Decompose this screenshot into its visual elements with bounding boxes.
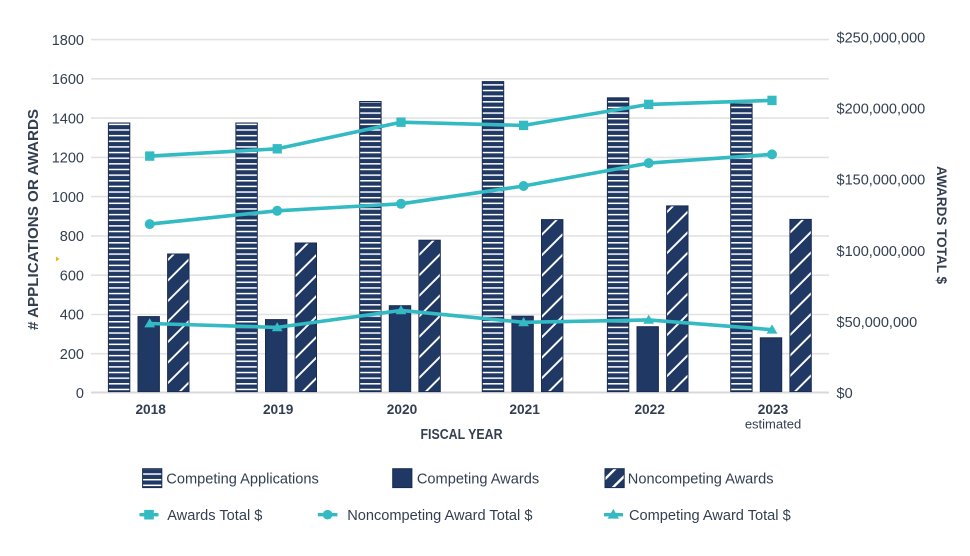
svg-text:2020: 2020 xyxy=(387,401,418,417)
svg-text:1400: 1400 xyxy=(52,111,84,127)
svg-text:2018: 2018 xyxy=(135,401,166,417)
svg-text:1600: 1600 xyxy=(52,72,84,88)
svg-text:$150,000,000: $150,000,000 xyxy=(837,173,926,189)
svg-text:Competing Awards: Competing Awards xyxy=(417,471,539,487)
svg-text:200: 200 xyxy=(60,347,84,363)
svg-text:estimated: estimated xyxy=(745,417,801,432)
svg-text:Noncompeting Awards: Noncompeting Awards xyxy=(628,471,774,487)
svg-text:FISCAL YEAR: FISCAL YEAR xyxy=(421,427,503,443)
svg-text:1800: 1800 xyxy=(52,33,84,49)
svg-text:2023: 2023 xyxy=(758,401,789,417)
svg-text:800: 800 xyxy=(60,229,84,245)
svg-text:Competing Applications: Competing Applications xyxy=(166,471,319,487)
svg-text:# APPLICATIONS OR AWARDS: # APPLICATIONS OR AWARDS xyxy=(25,109,42,330)
svg-text:$100,000,000: $100,000,000 xyxy=(837,244,926,260)
svg-text:2022: 2022 xyxy=(634,401,665,417)
svg-text:2021: 2021 xyxy=(509,401,540,417)
svg-text:2019: 2019 xyxy=(263,401,294,417)
svg-text:600: 600 xyxy=(60,268,84,284)
svg-text:$250,000,000: $250,000,000 xyxy=(837,30,926,46)
svg-text:Noncompeting Award Total $: Noncompeting Award Total $ xyxy=(347,508,532,524)
svg-text:$200,000,000: $200,000,000 xyxy=(837,102,926,118)
svg-text:Competing Award Total $: Competing Award Total $ xyxy=(629,508,791,524)
svg-text:AWARDS TOTAL $: AWARDS TOTAL $ xyxy=(934,166,950,284)
svg-text:0: 0 xyxy=(76,386,84,402)
svg-text:$50,000,000: $50,000,000 xyxy=(837,315,918,331)
svg-text:1200: 1200 xyxy=(52,151,84,167)
svg-text:1000: 1000 xyxy=(52,190,84,206)
svg-text:400: 400 xyxy=(60,308,84,324)
svg-text:Awards Total $: Awards Total $ xyxy=(167,508,262,524)
svg-text:$0: $0 xyxy=(837,386,853,402)
